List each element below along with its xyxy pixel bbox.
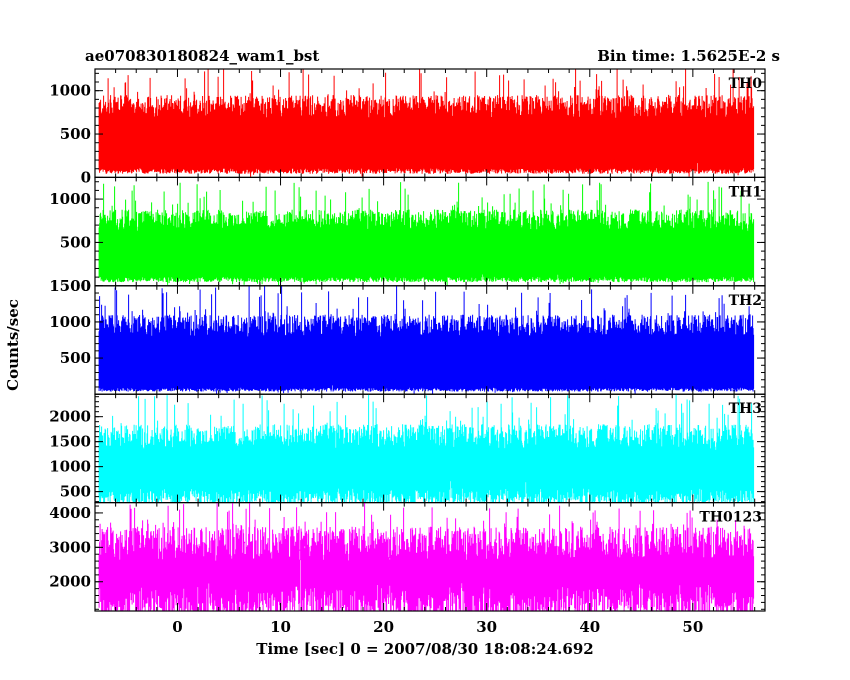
panel-label-th3: TH3 — [729, 401, 762, 417]
panel-label-th0123: TH0123 — [699, 510, 762, 526]
panel-label-th1: TH1 — [729, 184, 762, 200]
y-tick-label: 0 — [81, 277, 91, 295]
y-tick-label: 1000 — [49, 190, 91, 208]
x-axis-title: Time [sec] 0 = 2007/08/30 18:08:24.692 — [256, 640, 593, 658]
chart-title: ae070830180824_wam1_bst — [85, 47, 319, 65]
y-tick-label: 2000 — [49, 573, 91, 591]
y-tick-label: 1000 — [49, 458, 91, 476]
panel-label-th0: TH0 — [729, 76, 763, 92]
y-tick-label: 500 — [60, 349, 91, 367]
series-th3 — [98, 394, 755, 503]
panel-th1: 0 500 1000 TH1 — [49, 176, 766, 295]
y-tick-label: 1500 — [49, 277, 91, 295]
panel-label-th2: TH2 — [729, 293, 762, 309]
y-tick-label: 0 — [81, 168, 91, 186]
panel-th3: 500 1000 1500 2000 TH3 — [49, 393, 766, 504]
x-tick-label: 30 — [476, 618, 497, 636]
series-th0123 — [98, 502, 755, 612]
y-tick-label: 4000 — [49, 504, 91, 522]
panel-th2: 500 1000 1500 TH2 — [49, 277, 766, 395]
y-tick-label: 3000 — [49, 538, 91, 556]
x-tick-label: 0 — [172, 618, 182, 636]
y-tick-label: 500 — [60, 483, 91, 501]
bin-time-label: Bin time: 1.5625E-2 s — [597, 47, 780, 65]
y-tick-label: 2000 — [49, 408, 91, 426]
series-th1 — [98, 181, 755, 286]
y-tick-label: 1000 — [49, 82, 91, 100]
x-axis: 0 10 20 30 40 50 — [172, 618, 703, 636]
x-tick-label: 10 — [270, 618, 291, 636]
x-tick-label: 20 — [373, 618, 394, 636]
y-tick-label: 1500 — [49, 433, 91, 451]
y-axis-title: Counts/sec — [4, 299, 22, 391]
y-tick-label: 1000 — [49, 313, 91, 331]
panels-group: 0 500 1000 TH0 0 500 1000 TH1 500 1000 1500 TH2 500 1… — [49, 68, 766, 612]
panel-th0123: 2000 3000 4000 TH0123 — [49, 502, 766, 612]
panel-frame — [94, 502, 766, 612]
series-th0 — [98, 69, 755, 177]
series-th2 — [98, 285, 755, 394]
panel-th0: 0 500 1000 TH0 — [49, 68, 766, 186]
x-tick-label: 40 — [579, 618, 600, 636]
x-tick-label: 50 — [682, 618, 703, 636]
y-tick-label: 500 — [60, 233, 91, 251]
y-tick-label: 500 — [60, 125, 91, 143]
